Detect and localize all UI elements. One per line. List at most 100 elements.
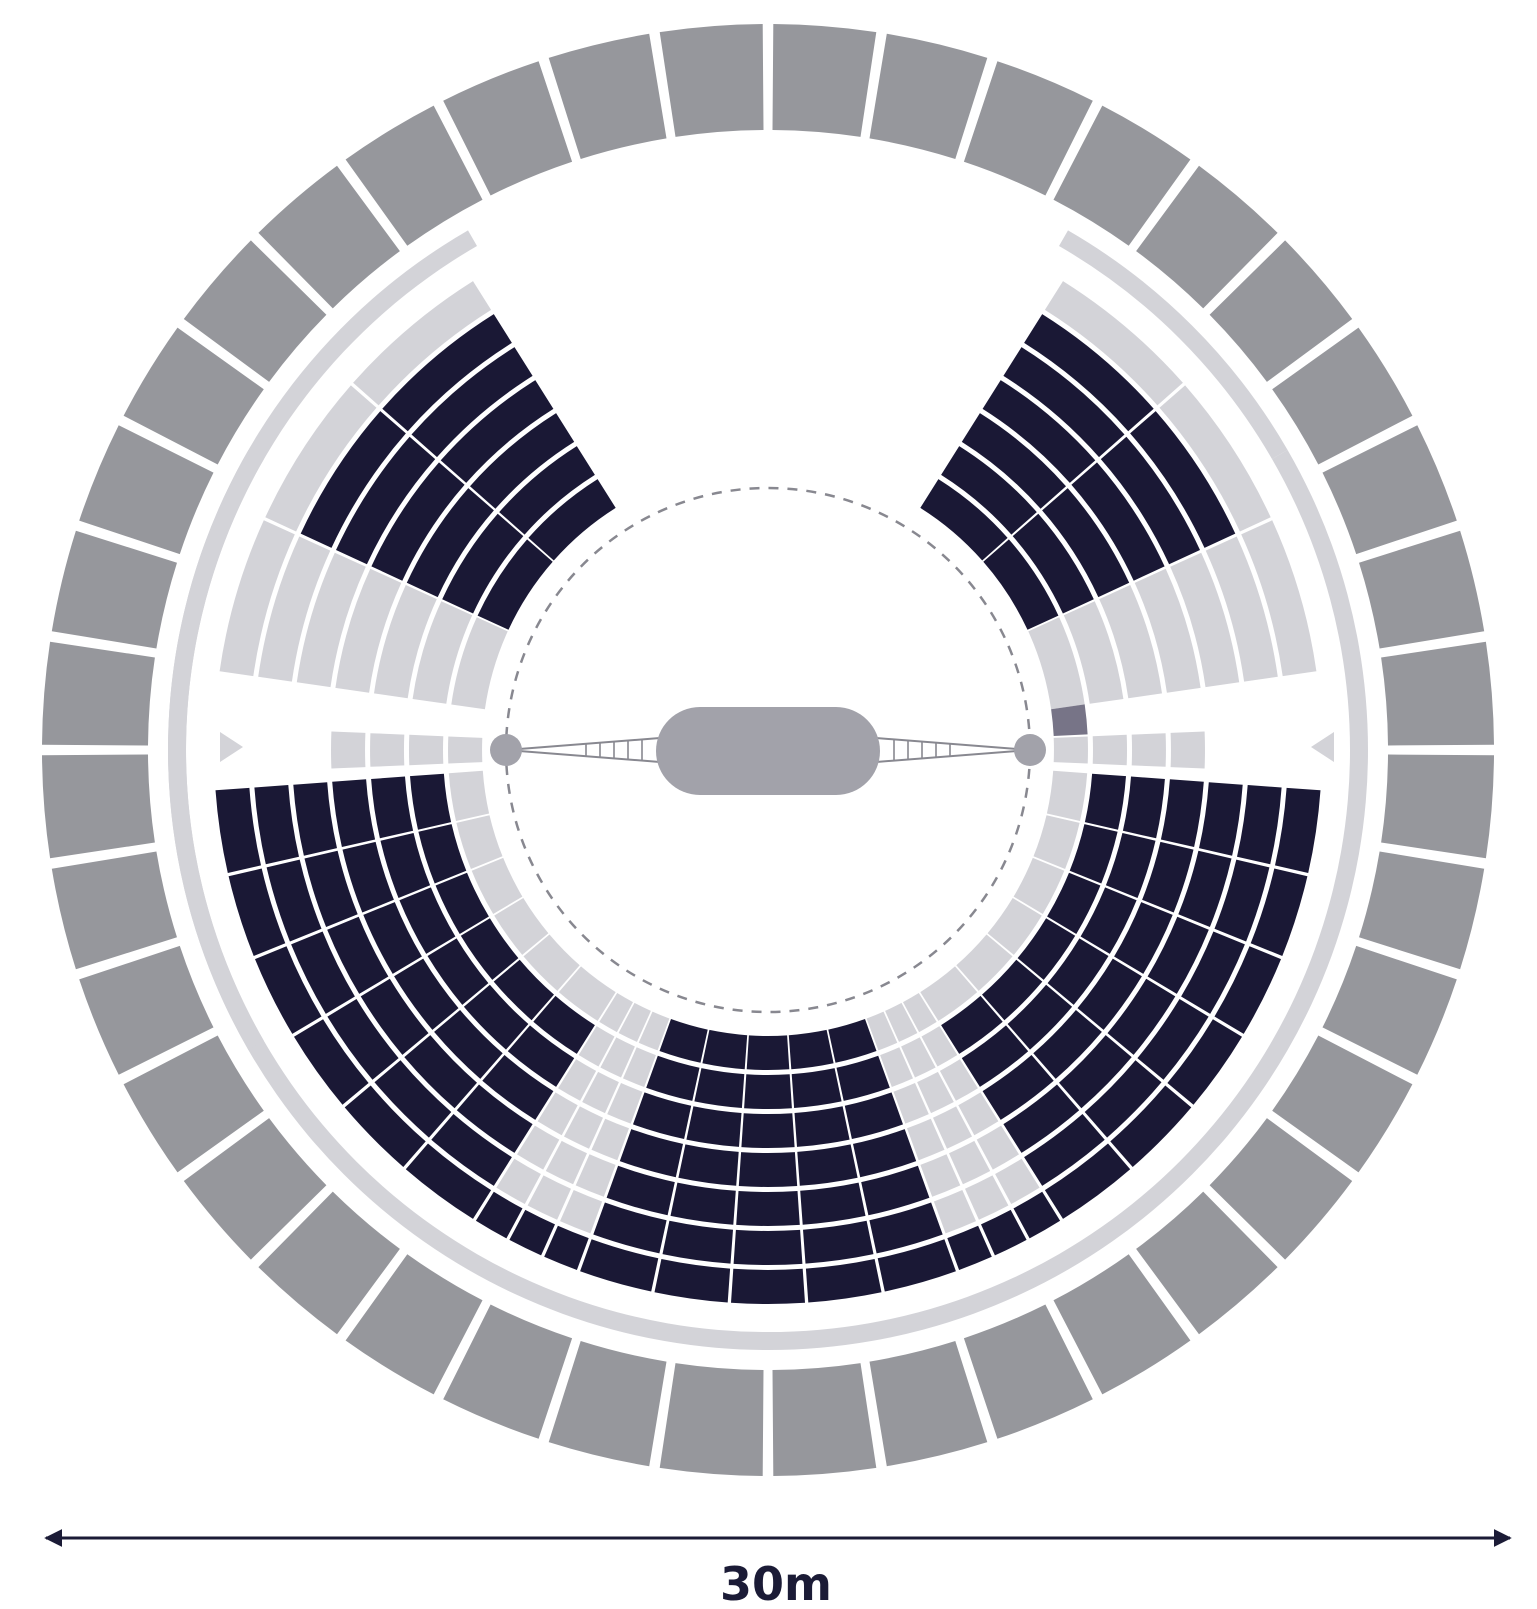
- seat: [933, 1190, 976, 1234]
- seat: [949, 1140, 991, 1185]
- seat: [442, 513, 524, 614]
- seat: [1199, 782, 1243, 856]
- seat: [1142, 841, 1194, 913]
- outer-block: [1359, 851, 1485, 970]
- seat: [527, 1175, 571, 1220]
- seat: [961, 413, 1066, 509]
- seat: [304, 850, 358, 927]
- seat: [983, 539, 1059, 630]
- seat: [558, 1059, 597, 1101]
- outer-block: [1136, 1191, 1278, 1335]
- seat: [623, 1047, 656, 1087]
- seat: [434, 1010, 503, 1079]
- walkway-band-right-top: [1059, 230, 1288, 459]
- outer-block: [869, 33, 988, 159]
- seat: [933, 1106, 972, 1149]
- seat: [744, 1074, 792, 1109]
- seat: [494, 898, 549, 955]
- seat: [1053, 736, 1088, 764]
- seat: [880, 1047, 913, 1087]
- seat: [1013, 1191, 1061, 1239]
- seat: [412, 601, 473, 704]
- seat: [593, 1202, 667, 1254]
- seat: [523, 934, 580, 991]
- seat: [686, 1106, 742, 1147]
- seat: [738, 1152, 798, 1187]
- seat: [1107, 978, 1176, 1055]
- outer-block: [123, 1035, 264, 1173]
- seat: [861, 1165, 930, 1216]
- seat: [332, 779, 376, 847]
- seat: [335, 568, 402, 693]
- dimension-scale: 30m: [44, 1529, 1512, 1609]
- outer-block: [1209, 240, 1353, 382]
- seat: [265, 385, 377, 532]
- seat: [1110, 1085, 1192, 1167]
- seat: [1170, 552, 1240, 688]
- seat: [493, 959, 554, 1021]
- outer-block: [123, 327, 264, 465]
- outer-block: [79, 425, 214, 555]
- section-right-lower: [920, 770, 1321, 1219]
- seat: [1047, 938, 1109, 1005]
- seat: [965, 1175, 1009, 1220]
- seat: [733, 1229, 803, 1266]
- seat: [1084, 1060, 1162, 1138]
- seat-highlighted: [1051, 704, 1088, 736]
- outer-block: [1136, 165, 1278, 309]
- seat: [670, 1182, 736, 1225]
- seat: [327, 999, 399, 1080]
- seat: [1012, 513, 1094, 614]
- seat: [995, 1158, 1040, 1204]
- seat: [1044, 1143, 1131, 1219]
- seat: [418, 824, 467, 884]
- seat: [1147, 916, 1209, 994]
- seat: [293, 782, 337, 856]
- outer-block: [963, 1304, 1093, 1439]
- seat: [1044, 281, 1183, 406]
- seat: [406, 488, 494, 598]
- outer-block: [1053, 105, 1191, 246]
- section-right-middle: [1053, 731, 1205, 769]
- seat: [947, 1225, 992, 1270]
- seat: [702, 1029, 748, 1070]
- seat: [336, 436, 436, 565]
- outer-block: [42, 641, 155, 746]
- seat: [956, 934, 1013, 991]
- seat: [300, 411, 406, 548]
- rig-line-left: [505, 737, 661, 751]
- seat: [982, 1055, 1054, 1120]
- seat: [1046, 770, 1088, 821]
- seat: [638, 1011, 670, 1051]
- anchor-point-left: [490, 734, 522, 766]
- outer-block: [1272, 1035, 1413, 1173]
- seat: [853, 1129, 917, 1178]
- seating-area: [215, 281, 1321, 1305]
- seat: [1134, 568, 1201, 693]
- seat: [405, 1143, 492, 1219]
- seat: [607, 1083, 643, 1124]
- seat: [254, 785, 299, 865]
- seat: [528, 479, 616, 561]
- outer-block: [1381, 641, 1494, 746]
- seat: [266, 859, 322, 942]
- seat: [920, 1154, 961, 1197]
- seat: [1170, 731, 1205, 769]
- seat: [410, 773, 452, 830]
- seat: [258, 536, 331, 682]
- seat: [411, 347, 533, 458]
- seat: [477, 539, 553, 630]
- outer-block: [443, 61, 573, 196]
- seat: [427, 938, 489, 1005]
- seat: [482, 1055, 554, 1120]
- seat: [1137, 999, 1209, 1080]
- seat: [460, 918, 519, 980]
- rig-line-right-lower: [875, 749, 1031, 763]
- seat: [545, 1140, 587, 1185]
- seat: [509, 1209, 555, 1256]
- rig-line-right: [875, 737, 1031, 751]
- seat: [866, 1011, 898, 1051]
- seat: [654, 1259, 731, 1303]
- seat: [836, 1055, 890, 1101]
- seat: [475, 1191, 523, 1239]
